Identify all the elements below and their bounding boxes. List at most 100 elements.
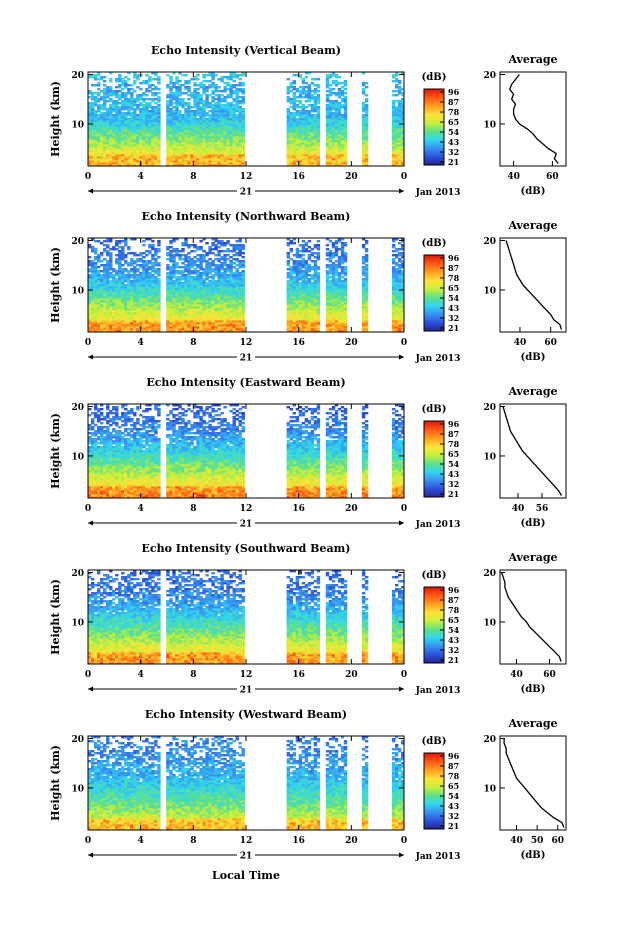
heatmap-cell	[211, 164, 215, 167]
heatmap-cell	[148, 266, 152, 269]
heatmap-cell	[190, 116, 194, 119]
heatmap-cell	[106, 290, 110, 293]
heatmap-cell	[214, 112, 218, 115]
heatmap-cell	[94, 98, 98, 101]
heatmap-cell	[193, 150, 197, 153]
heatmap-cell	[178, 72, 182, 75]
heatmap-cell	[88, 144, 92, 147]
heatmap-cell	[193, 78, 197, 81]
heatmap-cell	[94, 144, 98, 147]
heatmap-cell	[121, 136, 125, 139]
heatmap-cell	[241, 260, 245, 263]
heatmap-cell	[398, 122, 402, 125]
heatmap-cell	[124, 120, 128, 123]
heatmap-cell	[313, 146, 318, 149]
heatmap-cell	[151, 92, 155, 95]
heatmap-cell	[178, 88, 182, 91]
heatmap-cell	[316, 112, 321, 115]
heatmap-cell	[121, 264, 125, 267]
heatmap-cell	[217, 110, 221, 113]
heatmap-cell	[100, 96, 104, 99]
heatmap-cell	[298, 148, 303, 151]
heatmap-cell	[145, 326, 149, 329]
heatmap-cell	[94, 104, 98, 107]
heatmap-cell	[187, 108, 191, 111]
heatmap-cell	[392, 158, 396, 161]
heatmap-cell	[154, 264, 158, 267]
heatmap-cell	[229, 140, 233, 143]
heatmap-cell	[88, 160, 92, 163]
heatmap-cell	[310, 94, 315, 97]
heatmap-cell	[196, 138, 200, 141]
heatmap-cell	[121, 322, 125, 325]
heatmap-cell	[118, 270, 122, 273]
heatmap-cell	[202, 250, 206, 253]
heatmap-cell	[364, 114, 369, 117]
heatmap-cell	[187, 136, 191, 139]
heatmap-cell	[229, 94, 233, 97]
heatmap-cell	[187, 146, 191, 149]
heatmap-cell	[139, 312, 143, 315]
heatmap-cell	[157, 120, 161, 123]
heatmap-cell	[109, 112, 113, 115]
heatmap-cell	[100, 156, 104, 159]
heatmap-cell	[325, 146, 330, 149]
heatmap-cell	[214, 130, 218, 133]
heatmap-cell	[136, 282, 140, 285]
heatmap-cell	[169, 116, 173, 119]
heatmap-cell	[229, 86, 233, 89]
heatmap-cell	[157, 118, 161, 121]
heatmap-cell	[115, 302, 119, 305]
heatmap-cell	[238, 74, 242, 77]
heatmap-cell	[166, 252, 170, 255]
heatmap-cell	[103, 122, 107, 125]
heatmap-cell	[217, 120, 221, 123]
heatmap-cell	[199, 98, 203, 101]
heatmap-cell	[289, 142, 293, 145]
heatmap-cell	[103, 136, 107, 139]
heatmap-cell	[193, 120, 197, 123]
heatmap-cell	[304, 148, 309, 151]
heatmap-cell	[193, 90, 197, 93]
heatmap-cell	[145, 300, 149, 303]
heatmap-cell	[151, 140, 155, 143]
heatmap-cell	[94, 122, 98, 125]
heatmap-cell	[205, 154, 209, 157]
heatmap-cell	[106, 142, 110, 145]
heatmap-cell	[229, 250, 233, 253]
heatmap-cell	[187, 126, 191, 129]
day-label: 21	[240, 188, 253, 198]
heatmap-cell	[289, 258, 293, 261]
heatmap-cell	[139, 126, 143, 129]
heatmap-cell	[109, 304, 113, 307]
heatmap-cell	[232, 148, 236, 151]
heatmap-cell	[316, 106, 321, 109]
heatmap-cell	[175, 142, 179, 145]
heatmap-cell	[313, 140, 318, 143]
heatmap-cell	[112, 274, 116, 277]
heatmap-cell	[106, 296, 110, 299]
heatmap-cell	[133, 322, 137, 325]
heatmap-cell	[94, 290, 98, 293]
heatmap-cell	[103, 100, 107, 103]
heatmap-cell	[361, 116, 366, 119]
heatmap-cell	[331, 104, 336, 107]
heatmap-cell	[301, 150, 306, 153]
heatmap-cell	[190, 142, 194, 145]
heatmap-cell	[121, 120, 125, 123]
heatmap-cell	[94, 134, 98, 137]
heatmap-cell	[148, 246, 152, 249]
heatmap-cell	[286, 130, 290, 133]
heatmap-cell	[241, 122, 245, 125]
heatmap-cell	[139, 320, 143, 323]
heatmap-cell	[307, 94, 312, 97]
heatmap-cell	[286, 150, 290, 153]
heatmap-cell	[196, 140, 200, 143]
heatmap-cell	[211, 248, 215, 251]
heatmap-cell	[94, 110, 98, 113]
heatmap-cell	[301, 114, 306, 117]
heatmap-cell	[145, 154, 149, 157]
heatmap-cell	[88, 264, 92, 267]
heatmap-cell	[395, 152, 399, 155]
heatmap-cell	[304, 76, 309, 79]
